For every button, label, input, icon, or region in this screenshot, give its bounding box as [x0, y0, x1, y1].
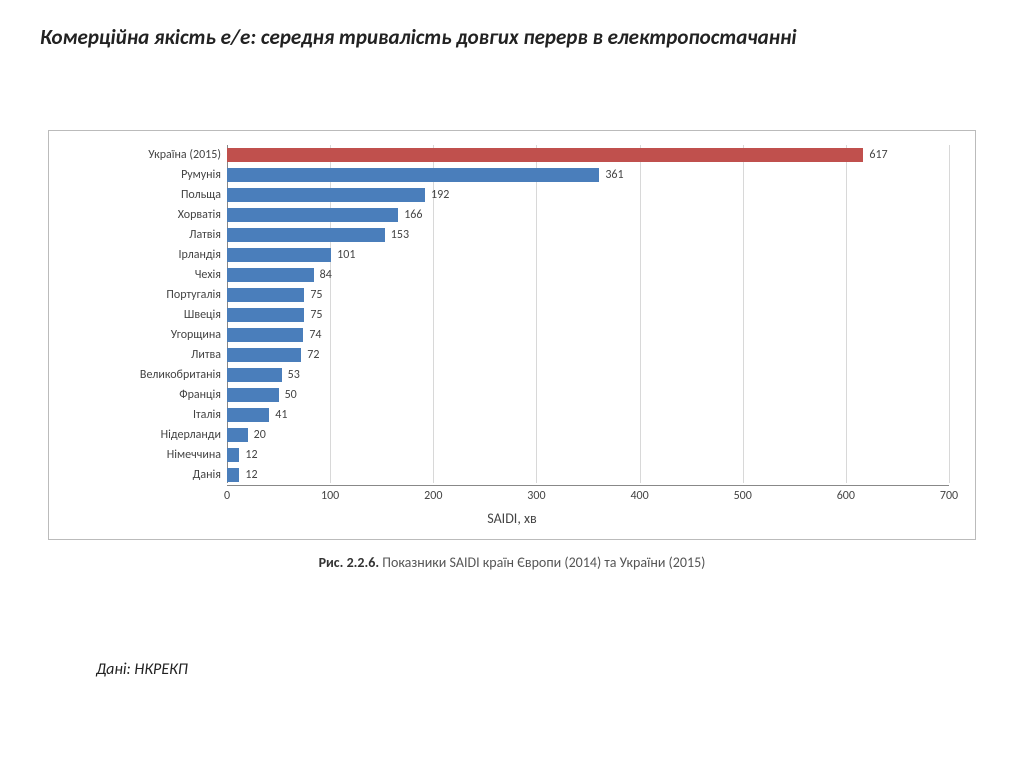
category-label: Португалія: [49, 288, 221, 302]
bar: [227, 368, 282, 382]
bar-value-label: 20: [254, 428, 266, 442]
bar: [227, 328, 303, 342]
bar-value-label: 12: [245, 448, 257, 462]
category-label: Литва: [49, 348, 221, 362]
bar-row: 101: [227, 248, 947, 262]
category-label: Швеція: [49, 308, 221, 322]
bar-row: 72: [227, 348, 947, 362]
bar-value-label: 101: [337, 248, 355, 262]
bar: [227, 428, 248, 442]
bar-row: 50: [227, 388, 947, 402]
caption-number: Рис. 2.2.6.: [319, 554, 380, 571]
page: Комерційна якість е/е: середня триваліст…: [0, 0, 1024, 768]
x-tick-label: 600: [837, 489, 855, 503]
bar-row: 192: [227, 188, 947, 202]
bar-row: 20: [227, 428, 947, 442]
bar: [227, 148, 863, 162]
gridline: [949, 145, 950, 483]
category-label: Україна (2015): [49, 148, 221, 162]
x-tick-label: 200: [424, 489, 442, 503]
x-tick-label: 100: [321, 489, 339, 503]
category-label: Чехія: [49, 268, 221, 282]
bar-value-label: 75: [310, 288, 322, 302]
bar-row: 53: [227, 368, 947, 382]
page-title: Комерційна якість е/е: середня триваліст…: [40, 24, 984, 50]
category-label: Італія: [49, 408, 221, 422]
bar-row: 41: [227, 408, 947, 422]
bar-row: 84: [227, 268, 947, 282]
category-label: Нідерланди: [49, 428, 221, 442]
bar-row: 617: [227, 148, 947, 162]
bar: [227, 388, 279, 402]
bar-value-label: 50: [285, 388, 297, 402]
category-label: Румунія: [49, 168, 221, 182]
bar-value-label: 84: [320, 268, 332, 282]
bar: [227, 168, 599, 182]
bar-value-label: 153: [391, 228, 409, 242]
bar-row: 74: [227, 328, 947, 342]
bar-value-label: 166: [404, 208, 422, 222]
bar: [227, 288, 304, 302]
bar-value-label: 72: [307, 348, 319, 362]
bar-value-label: 192: [431, 188, 449, 202]
bar-value-label: 361: [605, 168, 623, 182]
x-axis-line: [227, 485, 949, 486]
bar-value-label: 12: [245, 468, 257, 482]
bar-value-label: 74: [309, 328, 321, 342]
x-tick-label: 500: [734, 489, 752, 503]
category-label: Данія: [49, 468, 221, 482]
bar-value-label: 617: [869, 148, 887, 162]
bar-value-label: 75: [310, 308, 322, 322]
x-axis-title: SAIDI, хв: [487, 510, 537, 527]
category-label: Ірландія: [49, 248, 221, 262]
bar: [227, 468, 239, 482]
data-source: Дані: НКРЕКП: [96, 660, 188, 679]
plot-area: 617 361 192 166 153 101 84 75 75 74 72 53 50 41 20 12 12: [227, 145, 947, 483]
bar: [227, 248, 331, 262]
category-label: Хорватія: [49, 208, 221, 222]
bar-row: 166: [227, 208, 947, 222]
category-label: Польща: [49, 188, 221, 202]
figure-caption: Рис. 2.2.6. Показники SAIDI країн Європи…: [0, 554, 1024, 571]
category-label: Угорщина: [49, 328, 221, 342]
bar: [227, 208, 398, 222]
bar-row: 75: [227, 288, 947, 302]
bar-row: 153: [227, 228, 947, 242]
bar-row: 361: [227, 168, 947, 182]
bar: [227, 448, 239, 462]
bar-value-label: 41: [275, 408, 287, 422]
bar-value-label: 53: [288, 368, 300, 382]
category-label: Великобританія: [49, 368, 221, 382]
x-tick-label: 400: [630, 489, 648, 503]
x-tick-label: 300: [527, 489, 545, 503]
bar-row: 75: [227, 308, 947, 322]
bar-row: 12: [227, 448, 947, 462]
x-tick-label: 700: [940, 489, 958, 503]
bar: [227, 228, 385, 242]
bar: [227, 408, 269, 422]
category-label: Франція: [49, 388, 221, 402]
x-tick-label: 0: [224, 489, 230, 503]
bar: [227, 188, 425, 202]
bar-row: 12: [227, 468, 947, 482]
category-label: Латвія: [49, 228, 221, 242]
bar: [227, 348, 301, 362]
bar: [227, 308, 304, 322]
bar: [227, 268, 314, 282]
category-label: Німеччина: [49, 448, 221, 462]
y-axis-labels: Україна (2015) Румунія Польща Хорватія Латві…: [49, 145, 227, 483]
caption-text: Показники SAIDI країн Європи (2014) та У…: [379, 554, 705, 571]
saidi-chart: Україна (2015) Румунія Польща Хорватія Латві…: [48, 130, 976, 540]
